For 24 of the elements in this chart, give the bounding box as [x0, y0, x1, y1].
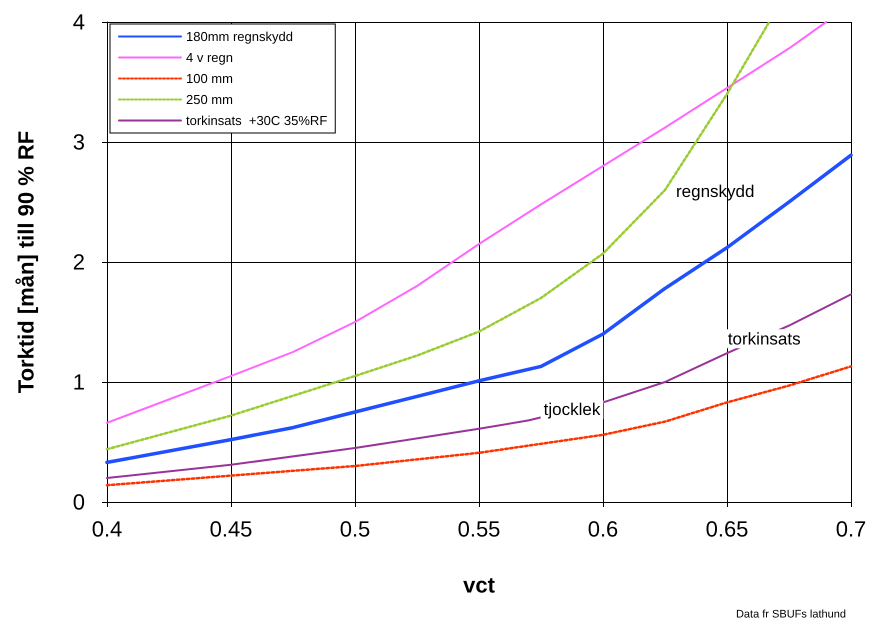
line-series — [105, 153, 853, 464]
y-tick-label: 2 — [72, 250, 85, 274]
y-tick-label: 0 — [72, 490, 85, 514]
legend-label: 180mm regnskydd — [186, 29, 293, 44]
x-tick-label: 0.5 — [340, 516, 370, 542]
y-axis-title: Torktid [mån] till 90 % RF — [14, 130, 38, 394]
y-tick-label: 1 — [72, 370, 85, 394]
legend-label: 4 v regn — [186, 50, 233, 65]
annotation: torkinsats — [728, 329, 801, 348]
x-tick-label: 0.45 — [210, 516, 252, 542]
text: Data fr SBUFs lathund — [736, 608, 846, 620]
x-tick-label: 0.7 — [836, 516, 866, 542]
y-tick-label: 4 — [72, 10, 85, 34]
x-axis-title: vct — [463, 572, 496, 598]
x-tick-label: 0.65 — [706, 516, 748, 542]
y-tick-label: 3 — [72, 130, 85, 154]
x-tick-label: 0.6 — [588, 516, 618, 542]
line-series — [106, 365, 852, 486]
x-tick-label: 0.4 — [92, 516, 122, 542]
legend-label: torkinsats +30C 35%RF — [186, 113, 328, 128]
legend-label: 250 mm — [186, 92, 233, 107]
annotation: tjocklek — [544, 400, 601, 420]
legend-label: 100 mm — [186, 71, 233, 86]
x-tick-label: 0.55 — [458, 516, 500, 542]
